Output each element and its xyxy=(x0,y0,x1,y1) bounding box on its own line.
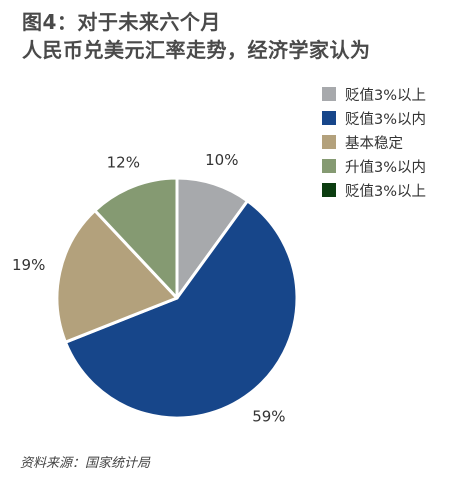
legend-swatch xyxy=(322,135,336,149)
chart-title-line-1: 图4：对于未来六个月 xyxy=(22,10,221,34)
legend-swatch xyxy=(322,159,336,173)
chart-title-line-2: 人民币兑美元汇率走势，经济学家认为 xyxy=(22,38,371,62)
data-label: 10% xyxy=(205,151,238,169)
legend-item: 贬值3%以上 xyxy=(322,178,426,202)
legend-swatch xyxy=(322,111,336,125)
legend-label: 升值3%以内 xyxy=(345,159,427,176)
legend-item: 贬值3%以内 xyxy=(322,106,426,130)
legend-swatch xyxy=(322,183,336,197)
pie-slice xyxy=(55,209,179,344)
legend-item: 贬值3%以上 xyxy=(322,82,426,106)
legend-label: 贬值3%以上 xyxy=(345,87,427,104)
legend-item: 升值3%以内 xyxy=(322,154,426,178)
pie-slice xyxy=(63,199,299,420)
chart-title: 图4：对于未来六个月 人民币兑美元汇率走势，经济学家认为 xyxy=(22,8,371,64)
data-label: 19% xyxy=(12,256,45,274)
source-note: 资料来源：国家统计局 xyxy=(20,456,151,471)
pie-slice xyxy=(93,176,179,300)
legend-item: 基本稳定 xyxy=(322,130,426,154)
data-label: 12% xyxy=(107,153,140,171)
legend: 贬值3%以上 贬值3%以内 基本稳定 升值3%以内 贬值3%以上 xyxy=(322,82,426,202)
legend-label: 基本稳定 xyxy=(345,135,403,152)
legend-swatch xyxy=(322,87,336,101)
data-label: 59% xyxy=(252,408,285,426)
legend-label: 贬值3%以内 xyxy=(345,111,427,128)
legend-label: 贬值3%以上 xyxy=(345,183,427,200)
